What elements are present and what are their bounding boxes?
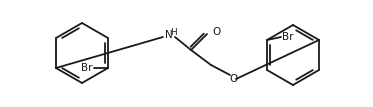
Text: N: N — [165, 30, 173, 40]
Text: O: O — [212, 27, 220, 37]
Text: O: O — [229, 74, 237, 84]
Text: Br: Br — [282, 32, 294, 42]
Text: Br: Br — [81, 63, 93, 73]
Text: H: H — [170, 27, 176, 36]
